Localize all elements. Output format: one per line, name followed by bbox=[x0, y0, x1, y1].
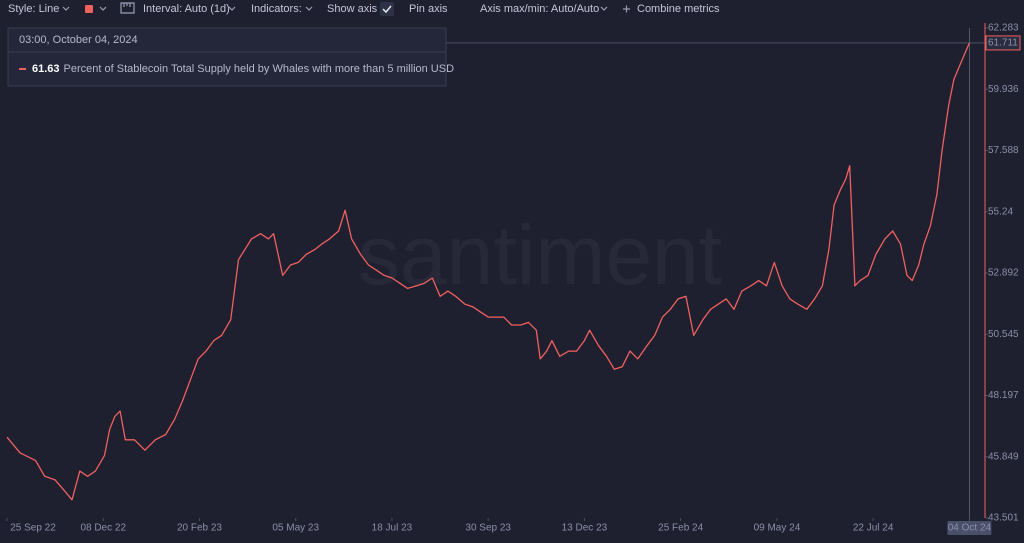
current-value-label: 61.711 bbox=[988, 38, 1018, 49]
x-tick-label: 13 Dec 23 bbox=[562, 523, 608, 534]
tooltip-row: 61.63 Percent of Stablecoin Total Supply … bbox=[32, 63, 454, 75]
tooltip: 03:00, October 04, 2024 61.63 Percent of … bbox=[7, 27, 454, 87]
y-tick-label: 57.588 bbox=[988, 145, 1019, 156]
check-mark bbox=[382, 5, 392, 14]
x-tick-label: 20 Feb 23 bbox=[177, 523, 222, 534]
chevron bbox=[62, 6, 70, 11]
watermark: santiment bbox=[358, 208, 722, 302]
y-tick-label: 43.501 bbox=[988, 513, 1019, 524]
ruler-icon bbox=[120, 2, 135, 14]
y-tick-label: 45.849 bbox=[988, 451, 1019, 462]
toolbar: Style: Line Interval: Auto (1d) Indicato… bbox=[8, 2, 720, 16]
pin-axis-toggle[interactable]: Pin axis bbox=[409, 3, 448, 15]
x-tick-label: 18 Jul 23 bbox=[372, 523, 413, 534]
color-swatch[interactable] bbox=[85, 5, 93, 13]
combine-metrics-button[interactable]: Combine metrics bbox=[637, 3, 720, 15]
chevron bbox=[228, 6, 236, 11]
tooltip-value: 61.63 bbox=[32, 63, 60, 75]
interval-menu[interactable]: Interval: Auto (1d) bbox=[143, 3, 230, 15]
current-value-box bbox=[985, 35, 1021, 51]
axis-minmax-menu[interactable]: Axis max/min: Auto/Auto bbox=[480, 3, 599, 15]
style-menu[interactable]: Style: Line bbox=[8, 3, 59, 15]
y-tick-label: 52.892 bbox=[988, 268, 1019, 279]
plus-icon bbox=[623, 5, 630, 13]
x-tick-label: 22 Jul 24 bbox=[853, 523, 894, 534]
x-tick-label: 05 May 23 bbox=[272, 523, 319, 534]
plot: 43.501 45.849 48.197 50.545 52.892 55.24 57.58… bbox=[6, 23, 1021, 535]
x-tick-label: 30 Sep 23 bbox=[465, 523, 511, 534]
indicators-menu[interactable]: Indicators: bbox=[251, 3, 302, 15]
x-tick-label: 08 Dec 22 bbox=[80, 523, 126, 534]
y-tick-label: 48.197 bbox=[988, 390, 1019, 401]
x-tick-label: 25 Sep 22 bbox=[10, 523, 56, 534]
y-tick-label: 50.545 bbox=[988, 329, 1019, 340]
series-line bbox=[6, 42, 970, 501]
x-tick-label: 09 May 24 bbox=[754, 523, 801, 534]
crosshair-x-label: 04 Oct 24 bbox=[948, 523, 992, 534]
crosshair-x-box bbox=[947, 521, 992, 535]
checkbox[interactable] bbox=[380, 2, 394, 16]
x-tick-label: 25 Feb 24 bbox=[658, 523, 703, 534]
show-axis-toggle[interactable]: Show axis bbox=[327, 3, 378, 15]
y-tick-label: 59.936 bbox=[988, 84, 1019, 95]
tooltip-series-name: Percent of Stablecoin Total Supply held … bbox=[64, 63, 455, 75]
chevron bbox=[305, 6, 313, 11]
tooltip-box bbox=[7, 27, 447, 87]
chevron bbox=[99, 6, 107, 11]
chevron bbox=[600, 6, 608, 11]
y-tick-label: 62.283 bbox=[988, 23, 1019, 34]
tooltip-date: 03:00, October 04, 2024 bbox=[19, 34, 138, 46]
y-tick-label: 55.24 bbox=[988, 206, 1013, 217]
